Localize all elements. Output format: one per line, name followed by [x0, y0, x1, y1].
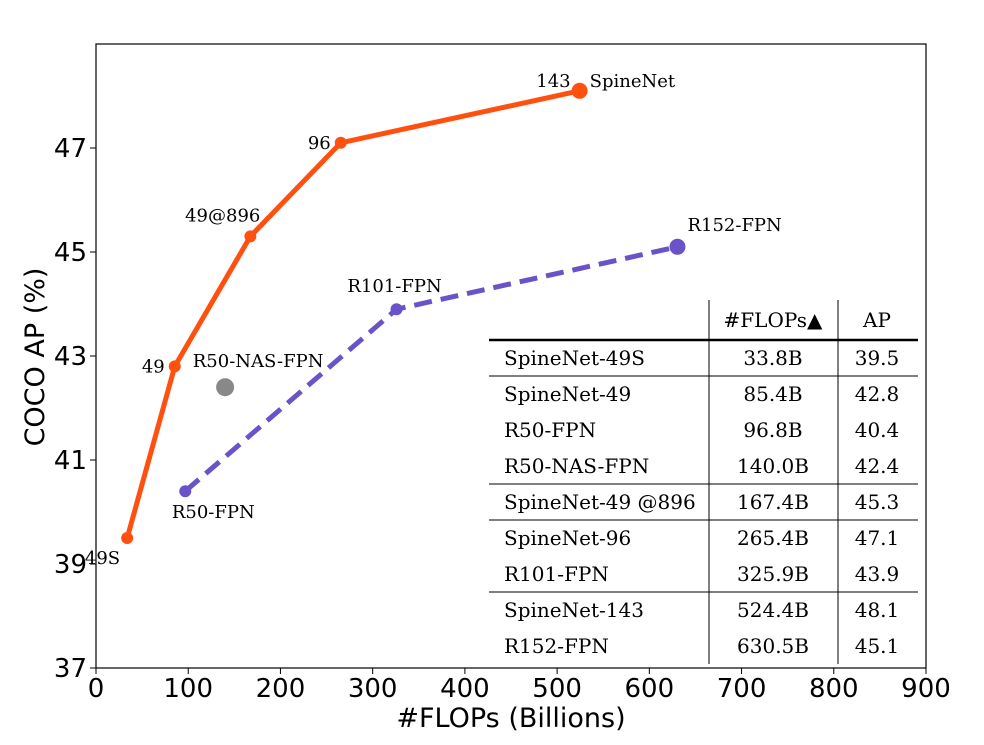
x-tick-label: 900 — [901, 674, 951, 704]
table-cell: 40.4 — [855, 418, 900, 442]
axes-layer: 0 100 200 300 400 500 600 700 800 900 37 39 41 43 45 47 — [54, 43, 951, 704]
table-background — [489, 300, 918, 664]
table-cell: 630.5B — [737, 634, 809, 658]
table-cell: 48.1 — [855, 598, 900, 622]
table-cell: 167.4B — [737, 490, 809, 514]
point-label: R50-FPN — [172, 502, 255, 523]
y-tick-label: 45 — [54, 238, 87, 268]
x-tick-label: 600 — [625, 674, 675, 704]
table-cell: SpineNet-49 — [504, 382, 631, 406]
table-cell: 325.9B — [737, 562, 809, 586]
point-label: R101-FPN — [347, 276, 441, 297]
x-tick-label: 700 — [717, 674, 767, 704]
table-cell: 265.4B — [737, 526, 809, 550]
table-cell: 85.4B — [743, 382, 802, 406]
table-cell: SpineNet-96 — [504, 526, 631, 550]
y-tick-label: 37 — [54, 654, 87, 684]
point-label: 49S — [85, 548, 120, 569]
extra-point-label: R50-NAS-FPN — [193, 351, 324, 372]
point-label: R152-FPN — [687, 215, 781, 236]
labels-layer: 49S 49 49@896 96 143 SpineNet R50-FPN R101-FPN R… — [85, 71, 782, 569]
table-cell: 42.8 — [855, 382, 900, 406]
y-tick-label: 39 — [54, 550, 87, 580]
table-cell: 140.0B — [737, 454, 809, 478]
table-cell: R152-FPN — [504, 634, 609, 658]
table-cell: R50-NAS-FPN — [504, 454, 649, 478]
x-tick-label: 500 — [532, 674, 582, 704]
table-cell: SpineNet-143 — [504, 598, 644, 622]
table-cell: R101-FPN — [504, 562, 609, 586]
extra-point — [216, 378, 235, 397]
table-cell: SpineNet-49S — [504, 346, 645, 370]
table-cell: SpineNet-49 @896 — [504, 490, 696, 514]
table-cell: 96.8B — [743, 418, 802, 442]
data-point — [179, 485, 192, 498]
data-point — [244, 230, 257, 243]
table-cell: 524.4B — [737, 598, 809, 622]
data-point — [390, 303, 403, 316]
table-layer: #FLOPs▲ AP SpineNet-49S 33.8B 39.5 SpineNet-4… — [489, 300, 918, 664]
data-point — [121, 532, 134, 544]
point-label: 96 — [308, 133, 331, 154]
x-tick-label: 300 — [348, 674, 398, 704]
table-cell: 42.4 — [855, 454, 900, 478]
data-point — [571, 82, 588, 99]
table-header: #FLOPs▲ — [724, 308, 823, 332]
table-cell: R50-FPN — [504, 418, 596, 442]
x-tick-label: 200 — [256, 674, 306, 704]
table-cell: 33.8B — [743, 346, 802, 370]
y-tick-label: 47 — [54, 134, 87, 164]
data-point — [168, 360, 181, 373]
series-name-label: SpineNet — [590, 71, 676, 92]
table-cell: 47.1 — [855, 526, 900, 550]
table-cell: 45.3 — [855, 490, 900, 514]
y-tick-label: 41 — [54, 446, 87, 476]
y-axis-title: COCO AP (%) — [20, 268, 51, 447]
data-point — [334, 136, 347, 149]
x-tick-label: 800 — [809, 674, 859, 704]
table-cell: 39.5 — [855, 346, 900, 370]
x-axis-title: #FLOPs (Billions) — [396, 703, 625, 734]
point-label: 143 — [536, 71, 570, 92]
y-tick-label: 43 — [54, 342, 87, 372]
data-point — [669, 238, 686, 255]
x-tick-label: 0 — [88, 674, 105, 704]
table-cell: 45.1 — [855, 634, 900, 658]
x-tick-label: 400 — [440, 674, 490, 704]
point-label: 49 — [142, 356, 165, 377]
point-label: 49@896 — [185, 205, 260, 226]
table-header: AP — [862, 308, 891, 332]
table-cell: 43.9 — [855, 562, 900, 586]
series-layer — [121, 82, 686, 544]
x-tick-label: 100 — [163, 674, 213, 704]
